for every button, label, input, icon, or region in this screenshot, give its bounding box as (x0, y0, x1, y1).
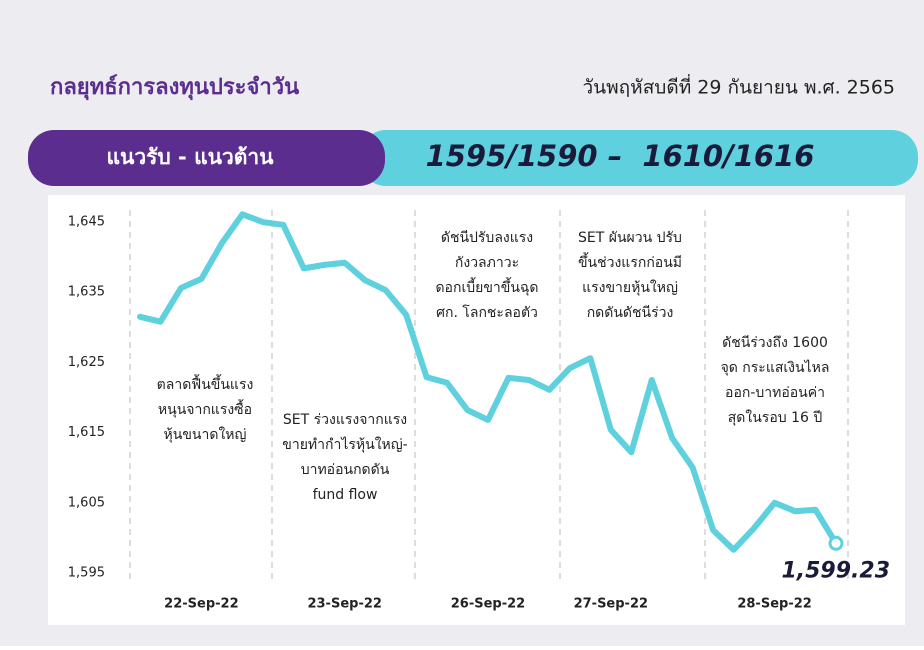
annotation: แรงขายหุ้นใหญ่ (582, 279, 678, 296)
y-tick-label: 1,625 (68, 355, 105, 370)
y-tick-label: 1,645 (68, 215, 105, 230)
banner-right (360, 130, 918, 186)
annotation: SET ร่วงแรงจากแรง (283, 412, 407, 428)
x-tick-label: 22-Sep-22 (164, 597, 238, 612)
date: วันพฤหัสบดีที่ 29 กันยายน พ.ศ. 2565 (583, 74, 896, 99)
title: กลยุทธ์การลงทุนประจำวัน (50, 74, 299, 101)
banner-label: แนวรับ - แนวต้าน (106, 145, 274, 169)
y-tick-label: 1,615 (68, 425, 105, 440)
annotation: ตลาดฟื้นขึ้นแรง (157, 374, 254, 393)
end-point (828, 535, 844, 551)
annotation: ดัชนีร่วงถึง 1600 (722, 335, 828, 351)
annotation: ศก. โลกชะลอตัว (436, 304, 538, 321)
value-label: 1,599.23 (781, 558, 890, 583)
y-tick-label: 1,605 (68, 495, 105, 510)
annotation: กดดันดัชนีร่วง (587, 305, 674, 321)
x-tick-label: 28-Sep-22 (737, 597, 811, 612)
banner-value: 1595/1590 – 1610/1616 (426, 139, 815, 173)
annotation: สุดในรอบ 16 ปี (728, 409, 823, 426)
x-tick-label: 26-Sep-22 (451, 597, 525, 612)
annotation: ออก-บาทอ่อนค่า (725, 385, 825, 401)
y-tick-label: 1,635 (68, 285, 105, 300)
annotation: จุด กระแสเงินไหล (721, 359, 830, 376)
annotation: หุ้นขนาดใหญ่ (164, 426, 247, 443)
x-tick-label: 27-Sep-22 (574, 597, 648, 612)
y-tick-label: 1,595 (68, 565, 105, 580)
annotation: fund flow (313, 487, 378, 503)
annotation: ดอกเบี้ยขาขึ้นฉุด (435, 277, 538, 296)
price-line (137, 211, 839, 553)
x-tick-label: 23-Sep-22 (307, 597, 381, 612)
annotation: ดัชนีปรับลงแรง (441, 230, 533, 246)
annotation: กังวลภาวะ (455, 255, 519, 271)
annotation: ขึ้นช่วงแรกก่อนมี (578, 252, 682, 271)
annotation: บาทอ่อนกดดัน (301, 462, 390, 478)
annotation: หนุนจากแรงซื้อ (158, 399, 252, 418)
plot: 1,595 1,605 1,615 1,625 1,635 1,645 22-Sep-22 2… (68, 210, 890, 612)
banner-left (28, 130, 385, 186)
annotation: SET ผันผวน ปรับ (578, 230, 682, 246)
chart-card (48, 195, 905, 625)
annotation: ขายทำกำไรหุ้นใหญ่- (282, 436, 407, 453)
